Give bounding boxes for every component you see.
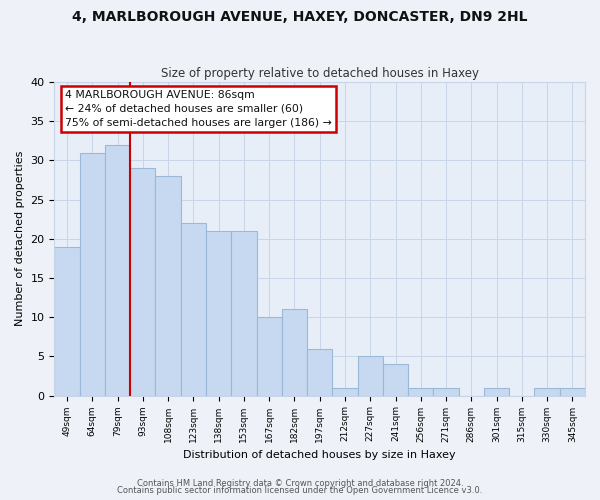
Bar: [282, 310, 307, 396]
X-axis label: Distribution of detached houses by size in Haxey: Distribution of detached houses by size …: [184, 450, 456, 460]
Bar: [383, 364, 408, 396]
Bar: [358, 356, 383, 396]
Bar: [130, 168, 155, 396]
Bar: [206, 231, 231, 396]
Y-axis label: Number of detached properties: Number of detached properties: [15, 151, 25, 326]
Bar: [408, 388, 433, 396]
Bar: [55, 246, 80, 396]
Bar: [105, 145, 130, 396]
Bar: [231, 231, 257, 396]
Text: Contains HM Land Registry data © Crown copyright and database right 2024.: Contains HM Land Registry data © Crown c…: [137, 478, 463, 488]
Bar: [332, 388, 358, 396]
Bar: [257, 317, 282, 396]
Text: Contains public sector information licensed under the Open Government Licence v3: Contains public sector information licen…: [118, 486, 482, 495]
Bar: [181, 223, 206, 396]
Bar: [307, 348, 332, 396]
Bar: [484, 388, 509, 396]
Bar: [433, 388, 458, 396]
Bar: [560, 388, 585, 396]
Bar: [155, 176, 181, 396]
Bar: [80, 152, 105, 396]
Title: Size of property relative to detached houses in Haxey: Size of property relative to detached ho…: [161, 66, 479, 80]
Text: 4, MARLBOROUGH AVENUE, HAXEY, DONCASTER, DN9 2HL: 4, MARLBOROUGH AVENUE, HAXEY, DONCASTER,…: [72, 10, 528, 24]
Text: 4 MARLBOROUGH AVENUE: 86sqm
← 24% of detached houses are smaller (60)
75% of sem: 4 MARLBOROUGH AVENUE: 86sqm ← 24% of det…: [65, 90, 332, 128]
Bar: [535, 388, 560, 396]
